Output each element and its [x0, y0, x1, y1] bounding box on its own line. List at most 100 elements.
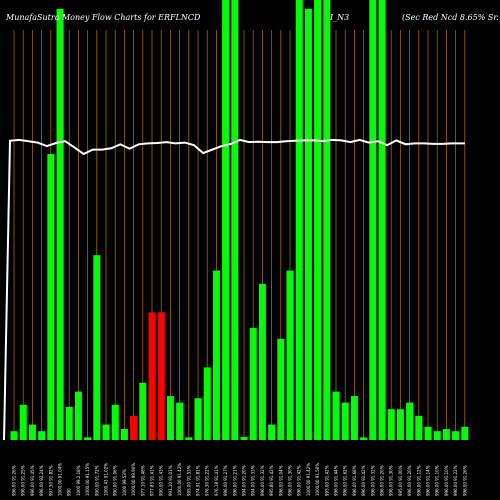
bar: [341, 402, 349, 440]
x-tick-label: 976.30 91.22%: [205, 465, 210, 496]
x-tick-label: 996.00 91.30%: [288, 465, 293, 496]
x-tick-label: 996.00 91.04%: [278, 465, 283, 496]
x-tick-label: 996.00 91.68%: [352, 465, 357, 496]
bar: [268, 424, 276, 440]
bar: [28, 424, 36, 440]
x-tick-label: 991.10 91.01%: [168, 465, 173, 496]
bar: [56, 8, 64, 441]
bar: [212, 270, 220, 440]
x-tick-label: 995.00 91.53%: [186, 465, 191, 496]
x-tick-label: 996.00 91.22%: [453, 465, 458, 496]
x-tick-label: 996.00 91.32%: [260, 465, 265, 496]
bar: [258, 283, 266, 440]
x-tick-label: 1000.00 99.90%: [131, 463, 136, 496]
x-tick-label: 995.00 91.42%: [324, 465, 329, 496]
bar: [231, 0, 239, 440]
bar: [47, 154, 55, 440]
x-tick-label: 996.00 91.14%: [426, 465, 431, 496]
bar: [222, 0, 230, 440]
x-tick-label: 990: [67, 488, 72, 496]
x-tick-label: 996.00 91.44%: [334, 465, 339, 496]
x-tick-label: 996.00 91.20%: [380, 465, 385, 496]
bar: [442, 429, 450, 440]
bar: [10, 431, 18, 440]
x-tick-label: 996.00 91.62%: [343, 465, 348, 496]
bar: [332, 391, 340, 440]
bar: [203, 367, 211, 440]
x-tick-label: 996.00 92.24%: [39, 465, 44, 496]
bar: [166, 396, 174, 440]
chart-title-left: MunafaSutra Money Flow Charts for ERFLNC…: [5, 13, 201, 22]
bar: [84, 437, 92, 440]
x-tick-label: 996.00 91.21%: [232, 465, 237, 496]
bar: [130, 415, 138, 440]
x-tick-label: 1000.43 91.02%: [104, 463, 109, 496]
bar: [185, 437, 193, 440]
bar: [240, 436, 248, 440]
bar: [295, 0, 303, 440]
x-tick-label: 1000.00 91.56%: [315, 463, 320, 496]
money-flow-line: [3, 138, 465, 441]
bar: [323, 0, 331, 440]
x-tick-labels: 996.00 91.26% 996.00 91.25% 996.00 91.45% 9…: [12, 463, 468, 496]
x-tick-label: 997.50 91.82%: [48, 465, 53, 496]
x-tick-label: 1000 99.53%: [122, 469, 127, 496]
x-tick-label: 976.18 91.41%: [214, 465, 219, 496]
chart-title-right: (Sec Red Ncd 8.65% Sr. Ii): [402, 13, 500, 22]
x-tick-label: 990.00 91.06%: [113, 465, 118, 496]
bar: [415, 415, 423, 440]
x-tick-label: 1000.00 91.04%: [58, 463, 63, 496]
bar: [148, 312, 156, 440]
bar: [424, 426, 432, 440]
x-tick-label: 1000.00 91.15%: [85, 463, 90, 496]
bar: [38, 431, 46, 440]
x-tick-label: 996.00 91.10%: [444, 465, 449, 496]
x-tick-label: 996.00 91.26%: [12, 465, 17, 496]
bar: [102, 424, 110, 440]
bar: [406, 402, 414, 440]
x-tick-label: 996.00 91.32%: [370, 465, 375, 496]
bar: [314, 0, 322, 440]
x-tick-label: 995.00 91.00%: [398, 465, 403, 496]
bar: [387, 409, 395, 440]
x-tick-label: 996.00 91.27%: [223, 465, 228, 496]
x-tick-label: 996.00 91.42%: [297, 465, 302, 496]
x-tick-label: 1000.00 91.42%: [306, 463, 311, 496]
bar: [369, 0, 377, 440]
x-tick-label: 994.00 91.20%: [242, 465, 247, 496]
x-tick-label: 996.00 91.42%: [361, 465, 366, 496]
x-tick-label: 990.00 91.43%: [159, 465, 164, 496]
bar: [433, 431, 441, 440]
bar: [93, 255, 101, 440]
bars: [10, 0, 469, 441]
x-tick-label: 996.00 91.30%: [389, 465, 394, 496]
bar: [286, 270, 294, 440]
bar: [452, 431, 460, 440]
x-tick-label: 996.00 91.25%: [21, 465, 26, 496]
x-tick-label: 974.91 91.81%: [196, 465, 201, 496]
bar: [176, 402, 184, 440]
x-tick-label: 1000 99.2.18%: [76, 465, 81, 496]
chart-title-middle: I_N3: [329, 13, 349, 22]
x-tick-label: 996.00 91.20%: [407, 465, 412, 496]
bar: [194, 398, 202, 440]
grid-lines: [13, 30, 466, 440]
bar: [378, 0, 386, 440]
bar: [396, 409, 404, 440]
bar: [65, 407, 73, 440]
x-tick-label: 977.10 91.48%: [140, 465, 145, 496]
x-tick-label: 996.00 91.26%: [462, 465, 467, 496]
x-tick-label: 994.00 91.33%: [251, 465, 256, 496]
bar: [74, 391, 82, 440]
x-tick-label: 1000.00 91.42%: [177, 463, 182, 496]
x-tick-label: 996.00 91.10%: [435, 465, 440, 496]
bar: [249, 327, 257, 440]
bar: [120, 429, 128, 440]
x-tick-label: 990.00 91.72%: [94, 465, 99, 496]
x-tick-label: 996.00 91.45%: [30, 465, 35, 496]
bar: [111, 404, 119, 440]
bar: [139, 382, 147, 440]
x-tick-label: 995.80 91.42%: [269, 465, 274, 496]
bar: [360, 437, 368, 440]
